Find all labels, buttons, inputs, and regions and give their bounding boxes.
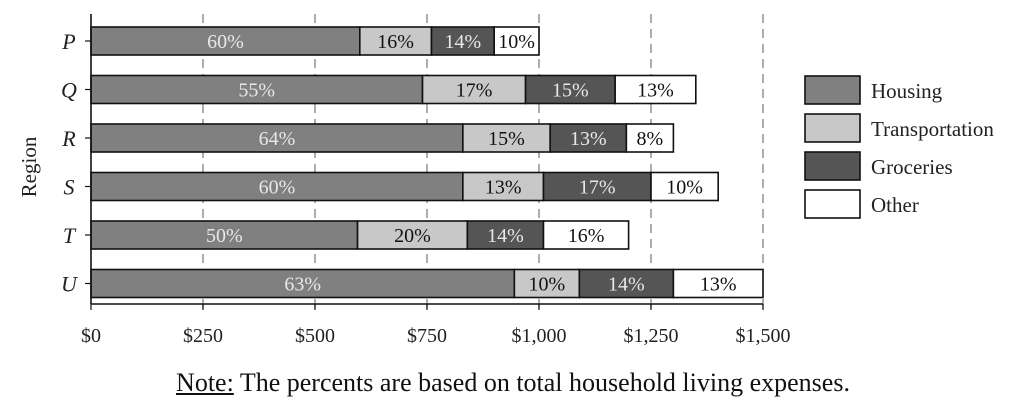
bar-segment — [90, 74, 424, 105]
bar-segment — [430, 26, 496, 56]
bar-segment — [672, 268, 764, 299]
x-tick-label: $750 — [407, 325, 447, 347]
bar-data-label: 14% — [608, 274, 645, 296]
legend-swatch — [804, 113, 861, 143]
note-text: The percents are based on total househol… — [233, 368, 850, 397]
bar-data-label: 16% — [568, 225, 605, 247]
bar-segment — [356, 220, 469, 250]
x-tick-label: $1,250 — [624, 325, 679, 347]
stacked-bar-chart: 60% 16% 14% 10% P 55% 17% 15% 13% Q 64% 15% 13% 8% R 60… — [17, 14, 994, 347]
bar-data-label: 64% — [259, 128, 296, 150]
bar-data-label: 17% — [456, 80, 493, 102]
legend-swatch — [804, 151, 861, 181]
bar-data-label: 10% — [666, 177, 703, 199]
y-tick-label: T — [63, 223, 77, 248]
x-tick-label: $250 — [183, 325, 223, 347]
bar-data-label: 55% — [238, 80, 275, 102]
y-tick-label: S — [64, 175, 75, 200]
y-tick-label: R — [61, 126, 76, 151]
bar-segment — [466, 220, 545, 250]
bar-segment — [358, 26, 433, 56]
x-tick-label: $1,000 — [512, 325, 567, 347]
bar-segment — [578, 268, 675, 299]
bar-data-label: 13% — [700, 274, 737, 296]
y-tick-label: U — [61, 272, 79, 297]
bar-segment — [549, 123, 628, 153]
bar-data-label: 63% — [284, 274, 321, 296]
bar-segment — [462, 171, 545, 202]
bar-segment — [650, 171, 719, 202]
y-tick-label: Q — [61, 78, 77, 103]
bar-data-label: 15% — [552, 80, 589, 102]
bar-segment — [90, 123, 464, 153]
legend-swatch — [804, 189, 861, 219]
bar-data-label: 15% — [488, 128, 525, 150]
y-axis-title: Region — [17, 136, 41, 197]
bar-segment — [90, 171, 464, 202]
bar-data-label: 10% — [529, 274, 566, 296]
chart-svg: 60% 16% 14% 10% P 55% 17% 15% 13% Q 64% 15% 13% 8% R 60… — [17, 14, 994, 347]
bar-data-label: 16% — [377, 31, 414, 53]
bar-data-label: 13% — [637, 80, 674, 102]
bar-segment — [542, 220, 630, 250]
legend-label: Housing — [871, 79, 943, 103]
bar-segment — [90, 26, 361, 56]
bar-data-label: 60% — [207, 31, 244, 53]
note-label: Note: — [176, 368, 234, 397]
bar-segment — [462, 123, 551, 153]
bar-data-label: 17% — [579, 177, 616, 199]
bar-segment — [493, 26, 540, 56]
bar-segment — [524, 74, 616, 105]
bar-data-label: 20% — [394, 225, 431, 247]
bar-segment — [614, 74, 697, 105]
x-tick-label: $500 — [295, 325, 335, 347]
bar-segment — [90, 268, 516, 299]
bar-data-label: 8% — [637, 128, 664, 150]
legend-swatch — [804, 75, 861, 105]
legend-label: Groceries — [871, 155, 953, 179]
bar-data-label: 14% — [487, 225, 524, 247]
bar-data-label: 13% — [485, 177, 522, 199]
bar-data-label: 60% — [259, 177, 296, 199]
y-tick-label: P — [61, 29, 75, 54]
bar-data-label: 50% — [206, 225, 243, 247]
legend-label: Transportation — [871, 117, 994, 141]
x-tick-label: $0 — [81, 325, 101, 347]
bar-segment — [513, 268, 581, 299]
bar-segment — [625, 123, 675, 153]
x-tick-label: $1,500 — [736, 325, 791, 347]
bar-segment — [90, 220, 359, 250]
bar-data-label: 14% — [445, 31, 482, 53]
chart-note: Note: The percents are based on total ho… — [0, 368, 1026, 398]
bar-data-label: 13% — [570, 128, 607, 150]
bar-data-label: 10% — [498, 31, 535, 53]
legend-label: Other — [871, 193, 919, 217]
